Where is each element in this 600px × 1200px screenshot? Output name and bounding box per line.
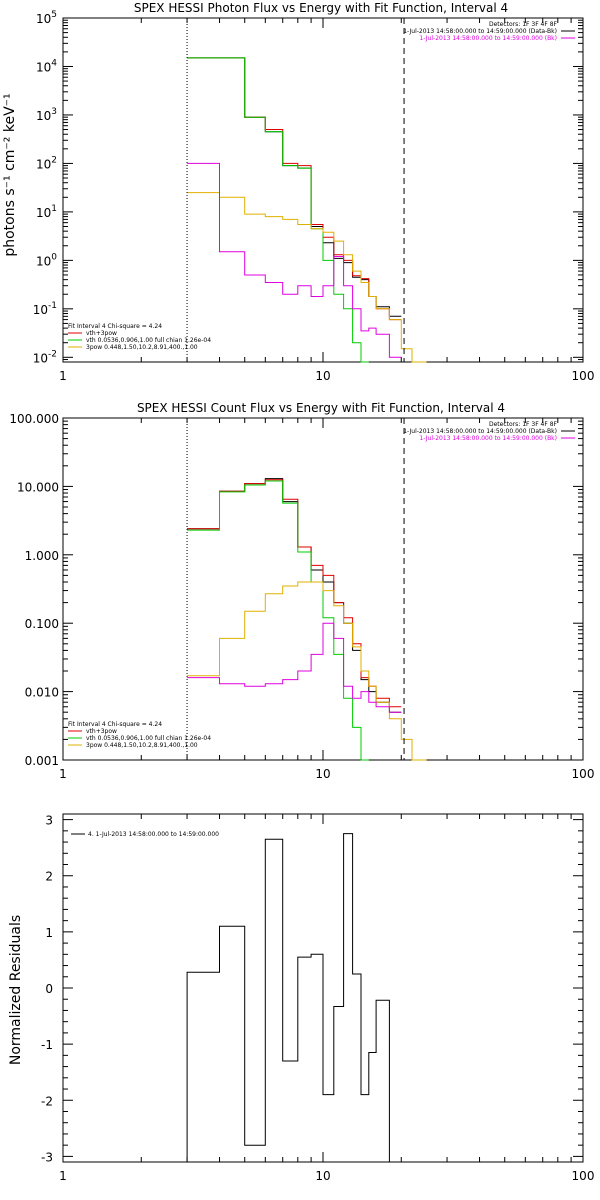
top-legend-text-0-2: 1-Jul-2013 14:58:00.000 to 14:59:00.000 …: [419, 35, 557, 42]
y-tick-label-1-1: 0.010: [25, 686, 59, 700]
residuals-y-label: Normalized Residuals: [8, 915, 24, 1065]
series-line-vth-1: [187, 480, 369, 761]
y-tick-label-2-0: -3: [41, 1150, 53, 1164]
x-tick-label-2-1: 10: [315, 1169, 330, 1183]
y-tick-label-1-2: 0.100: [25, 617, 59, 631]
y-tick-label-2-6: 3: [45, 814, 53, 828]
y-tick-label-1-4: 10.000: [17, 480, 59, 494]
y-tick-label-0-2: 100: [36, 252, 57, 268]
top-legend-text-0-1: 1-Jul-2013 14:58:00.000 to 14:59:00.000 …: [403, 28, 557, 35]
x-tick-label-1-0: 1: [59, 767, 67, 781]
series-line-vth-0: [187, 57, 369, 363]
x-tick-label-1-2: 100: [572, 767, 595, 781]
count-flux-panel: SPEX HESSI Count Flux vs Energy with Fit…: [9, 401, 594, 781]
bottom-legend-text-0-3: 3pow 0.448,1.50,10.2,8.91,400.,1.00: [86, 344, 198, 351]
count-flux-title: SPEX HESSI Count Flux vs Energy with Fit…: [137, 401, 505, 415]
top-legend-text-0-0: Detectors: 1F 3F 4F 8F: [489, 21, 558, 28]
spectra-1: [187, 478, 427, 761]
residuals-panel: Normalized Residuals 1 10 100 -3 -2 -1 0 1 2 3 4. …: [8, 813, 595, 1183]
y-tick-label-2-1: -2: [41, 1094, 53, 1108]
y-tick-label-0-5: 103: [36, 107, 57, 123]
photon-flux-title: SPEX HESSI Photon Flux vs Energy with Fi…: [134, 1, 508, 15]
x-tick-label-0-2: 100: [572, 369, 595, 383]
plot-frame-0: [62, 17, 584, 363]
y-tick-label-2-5: 2: [45, 870, 53, 884]
top-legend-text-1-0: Detectors: 1F 3F 4F 8F: [489, 421, 558, 428]
bottom-legend-text-0-1: vth+3pow: [86, 330, 117, 337]
y-tick-label-0-6: 104: [36, 58, 57, 74]
x-tick-label-0-0: 1: [59, 369, 67, 383]
bottom-legend-text-0-0: Fit Interval 4 Chi-square = 4.24: [68, 323, 162, 330]
residuals-legend-text: 4. 1-Jul-2013 14:58:00.000 to 14:59:00.0…: [88, 831, 219, 838]
residuals-line: [186, 833, 390, 1162]
series-line-bk-1: [187, 622, 402, 713]
x-tick-label-1-1: 10: [315, 767, 330, 781]
y-tick-label-2-4: 1: [45, 926, 53, 940]
series-line-3pow-0: [187, 192, 427, 363]
bottom-legend-text-1-3: 3pow 0.448,1.50,10.2,8.91,400.,1.00: [86, 742, 198, 749]
x-tick-label-2-2: 100: [572, 1169, 595, 1183]
bottom-legend-text-1-0: Fit Interval 4 Chi-square = 4.24: [68, 721, 162, 728]
bottom-legend-text-1-2: vth 0.0536,0.906,1.00 full chian 1.26e-0…: [86, 735, 211, 742]
y-tick-label-1-3: 1.000: [25, 549, 59, 563]
photon-flux-y-label: photons s⁻¹ cm⁻² keV⁻¹: [2, 93, 18, 256]
series-line-3pow-1: [187, 581, 427, 761]
y-tick-label-0-7: 105: [36, 10, 57, 26]
series-line-bk-0: [187, 162, 402, 358]
y-tick-label-0-0: 10-2: [33, 349, 57, 365]
y-tick-label-2-2: -1: [41, 1038, 53, 1052]
y-tick-label-0-3: 101: [36, 204, 57, 220]
spectra-0: [187, 57, 427, 363]
y-tick-label-1-5: 100.000: [9, 412, 59, 426]
x-tick-label-2-0: 1: [59, 1169, 67, 1183]
y-tick-label-0-1: 10-1: [33, 301, 57, 317]
top-legend-text-1-1: 1-Jul-2013 14:58:00.000 to 14:59:00.000 …: [403, 428, 557, 435]
bottom-legend-text-0-2: vth 0.0536,0.906,1.00 full chian 1.26e-0…: [86, 337, 211, 344]
x-tick-label-0-1: 10: [315, 369, 330, 383]
bottom-legend-text-1-1: vth+3pow: [86, 728, 117, 735]
y-tick-label-0-4: 102: [36, 155, 57, 171]
y-tick-label-2-3: 0: [45, 982, 53, 996]
photon-flux-panel: SPEX HESSI Photon Flux vs Energy with Fi…: [2, 1, 594, 383]
top-legend-text-1-2: 1-Jul-2013 14:58:00.000 to 14:59:00.000 …: [419, 435, 557, 442]
y-tick-label-1-0: 0.001: [25, 754, 59, 768]
